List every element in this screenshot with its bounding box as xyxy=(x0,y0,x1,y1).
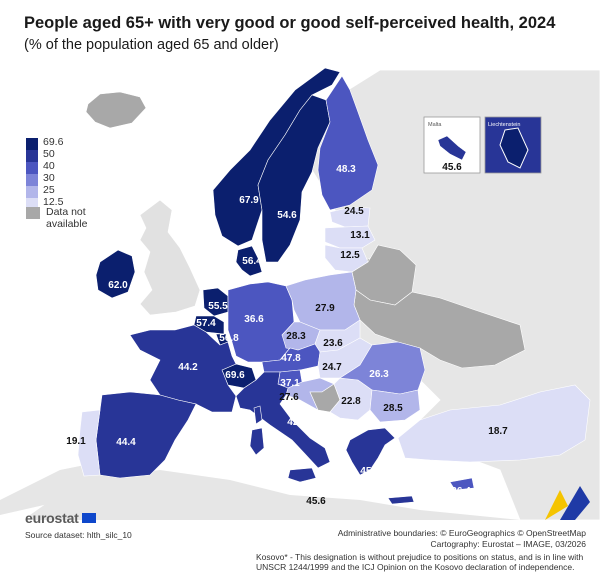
value-label-slovakia: 23.6 xyxy=(323,338,343,349)
legend-swatch xyxy=(26,138,38,150)
value-label-malta: 45.6 xyxy=(306,496,326,507)
country-turkey xyxy=(397,384,591,463)
value-label-spain: 44.4 xyxy=(116,437,136,448)
country-uk xyxy=(139,199,201,316)
legend-swatch xyxy=(26,174,38,186)
corner-logo-mark xyxy=(545,486,590,520)
legend-swatch xyxy=(26,150,38,162)
value-label-lithuania: 12.5 xyxy=(340,250,360,261)
value-label-slovenia: 37.1 xyxy=(280,378,300,389)
value-label-cyprus: 36.4 xyxy=(451,486,471,497)
value-label-czechia: 28.3 xyxy=(286,331,306,342)
country-latvia xyxy=(324,225,376,249)
countries-layer xyxy=(77,67,591,505)
liechtenstein-inset-title: Liechtenstein xyxy=(488,122,520,128)
country-france xyxy=(129,324,237,413)
legend-label: 69.6 xyxy=(43,136,64,148)
country-iceland xyxy=(85,91,147,129)
legend-item: 25 xyxy=(26,184,176,198)
legend-item: 69.6 xyxy=(26,136,176,150)
value-label-portugal: 19.1 xyxy=(66,436,86,447)
value-label-bulgaria: 28.5 xyxy=(383,403,403,414)
legend-label: 25 xyxy=(43,184,55,196)
legend-label: 30 xyxy=(43,172,55,184)
value-label-switzerland: 69.6 xyxy=(225,370,245,381)
legend-swatch xyxy=(26,186,38,198)
value-label-finland: 48.3 xyxy=(336,164,356,175)
value-label-greece: 45.1 xyxy=(360,466,380,477)
value-label-romania: 26.3 xyxy=(369,369,389,380)
source-dataset: Source dataset: hlth_silc_10 xyxy=(25,530,132,540)
legend-label: 12.5 xyxy=(43,196,64,208)
country-ireland xyxy=(95,249,136,299)
value-label-estonia: 24.5 xyxy=(344,206,364,217)
country-denmark xyxy=(235,245,263,277)
legend-swatch-not-available xyxy=(26,207,40,219)
legend-label-not-available: Data not available xyxy=(46,206,88,230)
malta-inset: Malta 45.6 xyxy=(423,116,481,174)
value-label-germany: 36.6 xyxy=(244,314,264,325)
malta-value-label: 45.6 xyxy=(442,162,462,173)
country-sardinia xyxy=(249,427,265,456)
value-label-serbia: 22.8 xyxy=(341,396,361,407)
malta-inset-title: Malta xyxy=(428,122,442,128)
value-label-austria: 47.8 xyxy=(281,353,301,364)
map-labels: 67.9 54.6 48.3 24.5 13.1 12.5 56.4 62.0 55.5 57.4… xyxy=(66,164,508,507)
legend-item: 50 xyxy=(26,148,176,162)
country-italy xyxy=(235,371,331,469)
country-crete xyxy=(387,495,415,505)
map-title: People aged 65+ with very good or good s… xyxy=(24,14,556,32)
country-sweden xyxy=(257,94,331,263)
country-greece xyxy=(345,427,396,476)
country-romania xyxy=(339,341,426,395)
country-corsica xyxy=(253,405,263,425)
value-label-italy: 42.7 xyxy=(287,417,307,428)
country-cyprus xyxy=(449,477,475,491)
value-label-ireland: 62.0 xyxy=(108,280,128,291)
country-portugal xyxy=(77,409,101,477)
legend: 69.6 50 40 30 25 12.5 Data not available xyxy=(26,136,176,230)
country-bulgaria xyxy=(369,389,421,423)
country-ukraine xyxy=(353,289,526,369)
value-label-belgium: 57.4 xyxy=(196,318,216,329)
value-label-croatia: 27.6 xyxy=(279,392,299,403)
cartography-credit: Cartography: Eurostat – IMAGE, 03/2026 xyxy=(430,538,586,549)
value-label-france: 44.2 xyxy=(178,362,198,373)
malta-shape xyxy=(437,135,467,161)
value-label-sweden: 54.6 xyxy=(277,210,297,221)
map-subtitle: (% of the population aged 65 and older) xyxy=(24,37,279,53)
legend-label: 40 xyxy=(43,160,55,172)
value-label-luxembourg: 56.8 xyxy=(219,333,239,344)
kosovo-note: Kosovo* - This designation is without pr… xyxy=(256,551,584,573)
country-finland xyxy=(317,75,379,211)
value-label-hungary: 24.7 xyxy=(322,362,342,373)
legend-swatch xyxy=(26,162,38,174)
value-label-norway: 67.9 xyxy=(239,195,259,206)
legend-item: 30 xyxy=(26,172,176,186)
eurostat-logo: eurostat xyxy=(25,510,96,526)
country-sicily xyxy=(287,467,317,483)
credits: Administrative boundaries: © EuroGeograp… xyxy=(256,528,586,573)
boundaries-credit: Administrative boundaries: © EuroGeograp… xyxy=(337,528,586,538)
eu-flag-icon xyxy=(81,513,96,524)
value-label-latvia: 13.1 xyxy=(350,230,370,241)
africa-coast xyxy=(30,470,520,520)
value-label-netherlands: 55.5 xyxy=(208,301,228,312)
liechtenstein-inset: Liechtenstein xyxy=(484,116,542,174)
legend-label: 50 xyxy=(43,148,55,160)
value-label-poland: 27.9 xyxy=(315,303,335,314)
legend-item: 40 xyxy=(26,160,176,174)
value-label-turkey: 18.7 xyxy=(488,426,508,437)
value-label-denmark: 56.4 xyxy=(242,256,262,267)
